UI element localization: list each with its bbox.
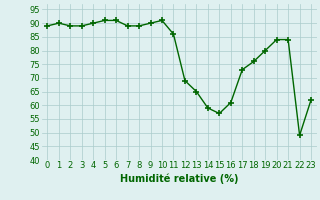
X-axis label: Humidité relative (%): Humidité relative (%) xyxy=(120,173,238,184)
